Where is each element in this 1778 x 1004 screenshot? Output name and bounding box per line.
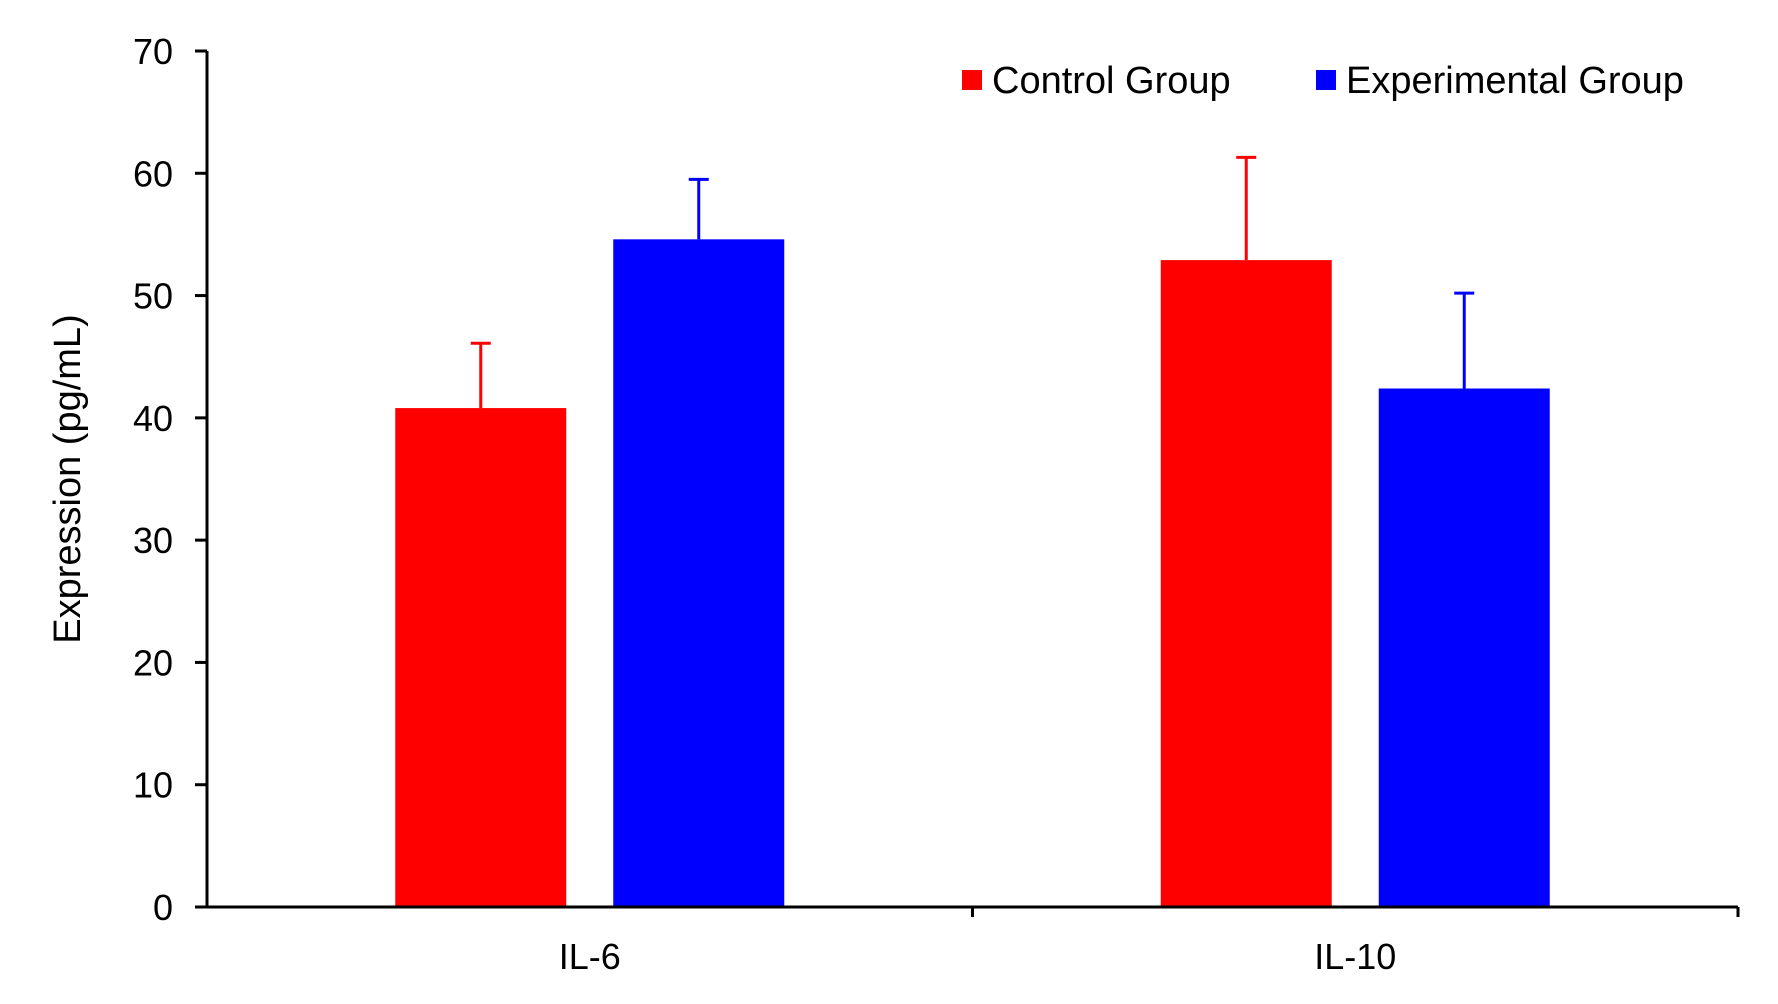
y-tick-label: 10 (133, 765, 173, 806)
y-tick-label: 70 (133, 31, 173, 72)
x-category-label: IL-10 (1314, 936, 1396, 977)
bar-experimental-group (1378, 388, 1550, 908)
y-tick-label: 30 (133, 520, 173, 561)
y-tick-label: 0 (153, 887, 173, 928)
y-axis-title: Expression (pg/mL) (47, 314, 89, 643)
x-category-label: IL-6 (559, 936, 621, 977)
y-tick-label: 50 (133, 276, 173, 317)
legend-swatch (962, 70, 982, 90)
y-ticks: 0 10 20 30 40 50 60 70 (133, 31, 207, 928)
bars-layer (395, 239, 1550, 908)
x-ticks: IL-6 IL-10 (559, 907, 1740, 977)
error-bars-layer (470, 155, 1475, 409)
y-tick-label: 60 (133, 153, 173, 194)
bar-control-group (1160, 260, 1332, 907)
bar-control-group (395, 408, 567, 907)
legend-label: Experimental Group (1346, 60, 1684, 102)
legend: Control Group Experimental Group (962, 60, 1684, 102)
legend-swatch (1316, 70, 1336, 90)
bar-experimental-group (613, 239, 785, 907)
legend-label: Control Group (992, 60, 1231, 102)
y-tick-label: 40 (133, 398, 173, 439)
y-tick-label: 20 (133, 642, 173, 683)
